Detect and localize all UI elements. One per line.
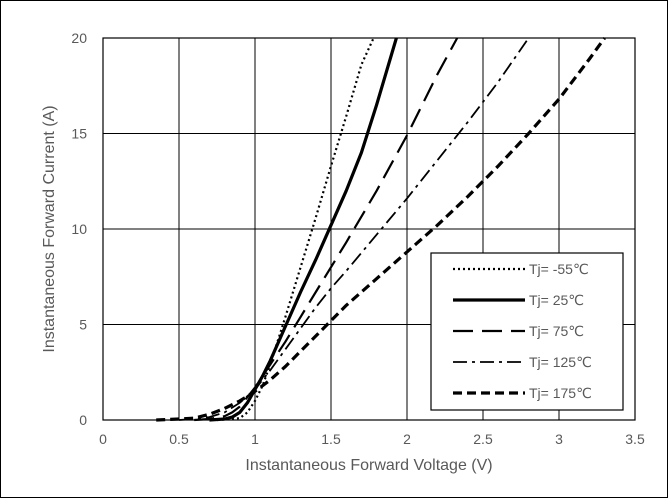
x-tick-label: 1.5 [321, 431, 341, 447]
y-tick-labels: 0 5 10 15 20 [71, 30, 87, 428]
x-tick-label: 1 [251, 431, 259, 447]
x-tick-label: 2.5 [473, 431, 493, 447]
x-tick-label: 3 [555, 431, 563, 447]
x-tick-label: 2 [403, 431, 411, 447]
x-axis-label: Instantaneous Forward Voltage (V) [245, 457, 492, 474]
legend-label: Tj= -55℃ [529, 261, 589, 277]
y-tick-label: 20 [71, 30, 87, 46]
series-line [194, 37, 459, 422]
legend-label: Tj= 25℃ [529, 292, 584, 308]
series-line [209, 37, 398, 422]
y-axis-label: Instantaneous Forward Current (A) [41, 105, 58, 352]
plot-border [102, 37, 636, 421]
series-lines [156, 37, 606, 422]
y-tick-label: 5 [79, 317, 87, 333]
x-tick-label: 0.5 [169, 431, 189, 447]
legend-label: Tj= 175℃ [529, 385, 592, 401]
x-tick-labels: 0 0.5 1 1.5 2 2.5 3 3.5 [99, 431, 645, 447]
y-tick-label: 10 [71, 221, 87, 237]
y-tick-label: 0 [79, 412, 87, 428]
legend-label: Tj= 125℃ [529, 354, 592, 370]
series-line [178, 37, 530, 421]
y-tick-label: 15 [71, 126, 87, 142]
legend: Tj= -55℃ Tj= 25℃ Tj= 75℃ Tj= 125℃ Tj= 175℃ [430, 252, 624, 411]
series-line [156, 37, 606, 422]
x-tick-label: 3.5 [625, 431, 645, 447]
x-tick-label: 0 [99, 431, 107, 447]
legend-label: Tj= 75℃ [529, 323, 584, 339]
